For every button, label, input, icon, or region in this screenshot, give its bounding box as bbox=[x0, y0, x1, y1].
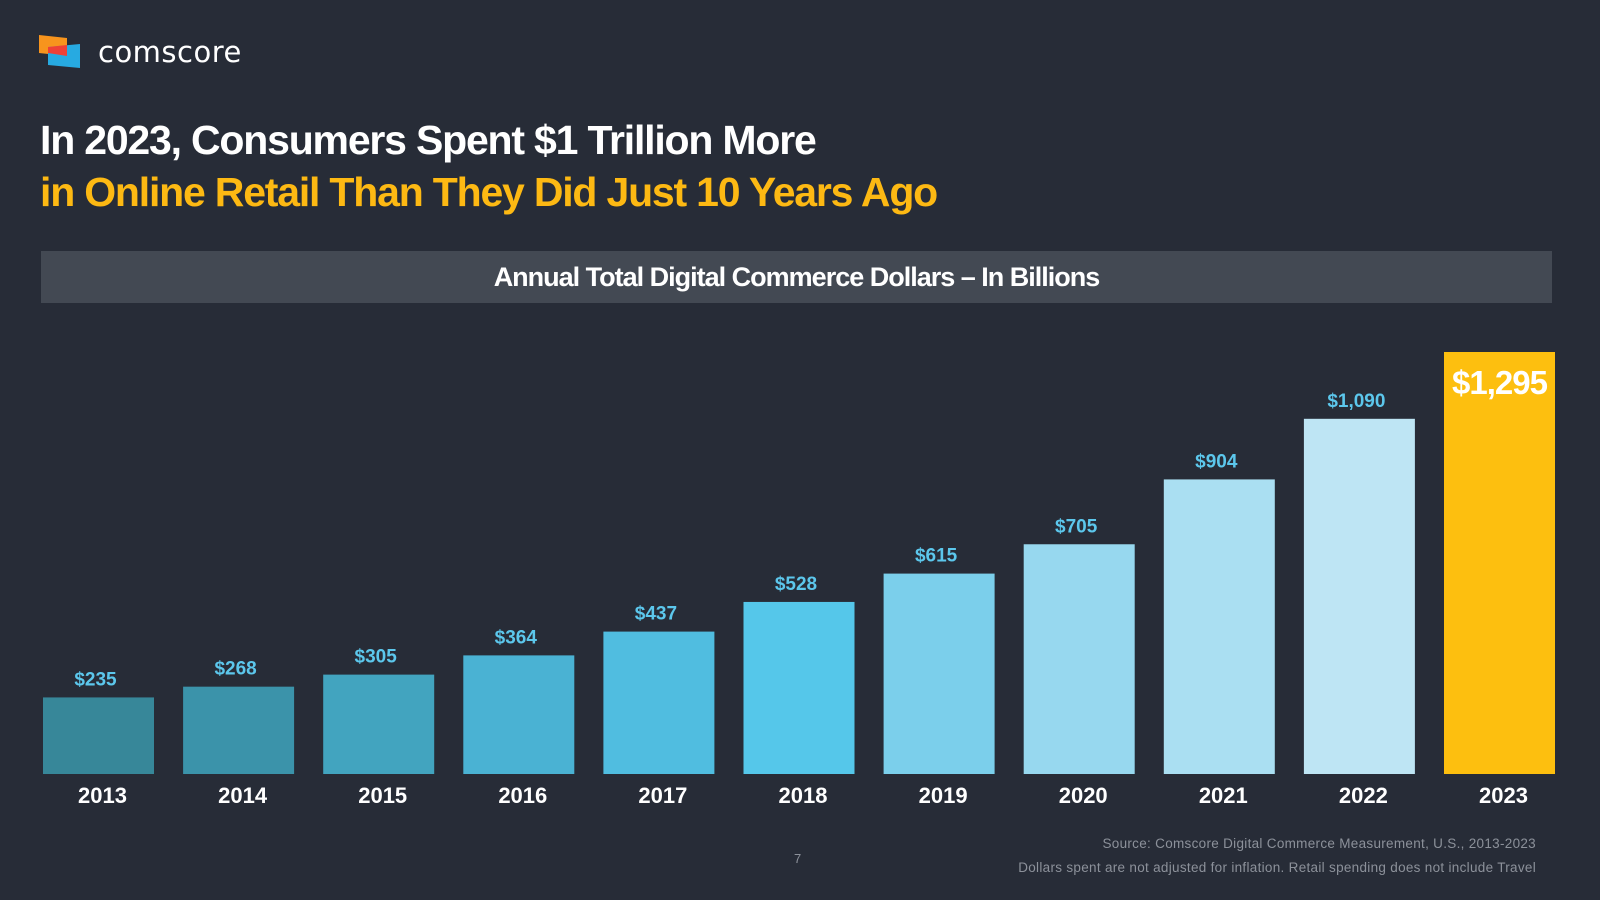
x-tick-2021: 2021 bbox=[1199, 783, 1248, 808]
value-label-2022: $1,090 bbox=[1327, 391, 1385, 412]
chart-title: Annual Total Digital Commerce Dollars – … bbox=[41, 251, 1552, 303]
bar-2023 bbox=[1444, 352, 1555, 774]
bar-2022 bbox=[1303, 418, 1415, 774]
headline: In 2023, Consumers Spent $1 Trillion Mor… bbox=[40, 114, 938, 218]
x-tick-2014: 2014 bbox=[218, 783, 268, 808]
value-label-2023: $1,295 bbox=[1452, 364, 1548, 401]
x-tick-2023: 2023 bbox=[1479, 783, 1528, 808]
value-label-2020: $705 bbox=[1055, 516, 1098, 537]
headline-line-2: in Online Retail Than They Did Just 10 Y… bbox=[40, 169, 938, 215]
x-tick-2020: 2020 bbox=[1059, 783, 1108, 808]
value-label-2014: $268 bbox=[214, 659, 256, 680]
comscore-logo: comscore bbox=[38, 34, 242, 70]
value-label-2019: $615 bbox=[915, 546, 958, 567]
source-note: Source: Comscore Digital Commerce Measur… bbox=[1102, 836, 1536, 851]
value-label-2013: $235 bbox=[74, 669, 117, 690]
bar-2020 bbox=[1023, 544, 1135, 774]
x-tick-2013: 2013 bbox=[78, 783, 127, 808]
bar-2017 bbox=[603, 631, 715, 774]
bar-2014 bbox=[183, 686, 295, 774]
bar-2016 bbox=[463, 655, 575, 774]
x-tick-2018: 2018 bbox=[779, 783, 828, 808]
x-tick-2016: 2016 bbox=[498, 783, 547, 808]
value-label-2021: $904 bbox=[1195, 451, 1238, 472]
value-label-2016: $364 bbox=[495, 627, 538, 648]
x-tick-2015: 2015 bbox=[358, 783, 407, 808]
bar-2018 bbox=[743, 601, 855, 774]
footer-notes: Source: Comscore Digital Commerce Measur… bbox=[1018, 832, 1536, 880]
x-tick-2019: 2019 bbox=[919, 783, 968, 808]
comscore-logo-icon bbox=[39, 35, 80, 68]
inflation-note: Dollars spent are not adjusted for infla… bbox=[1018, 860, 1536, 875]
x-tick-2017: 2017 bbox=[638, 783, 687, 808]
page-number: 7 bbox=[794, 851, 802, 866]
bar-2019 bbox=[883, 573, 995, 774]
headline-line-1: In 2023, Consumers Spent $1 Trillion Mor… bbox=[40, 117, 817, 163]
bar-2021 bbox=[1163, 479, 1275, 774]
value-label-2015: $305 bbox=[355, 647, 398, 668]
bar-2013 bbox=[43, 697, 154, 774]
x-tick-2022: 2022 bbox=[1339, 783, 1388, 808]
bar-2015 bbox=[323, 674, 435, 774]
value-label-2017: $437 bbox=[635, 604, 677, 625]
brand-name: comscore bbox=[98, 35, 242, 69]
value-label-2018: $528 bbox=[775, 574, 817, 595]
